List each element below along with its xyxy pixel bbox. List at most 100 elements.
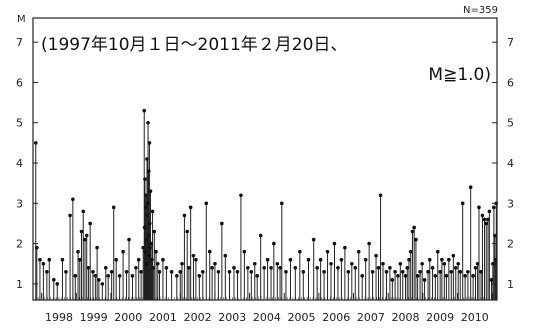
- event-marker: [471, 274, 475, 278]
- event-marker: [246, 265, 250, 270]
- event-marker: [376, 265, 381, 270]
- event-marker: [449, 270, 454, 274]
- event-marker: [396, 274, 400, 278]
- y-tick-label-right: 3: [507, 197, 514, 210]
- event-marker: [408, 249, 413, 254]
- event-marker: [433, 274, 438, 278]
- event-marker: [144, 193, 148, 198]
- event-marker: [418, 270, 422, 274]
- event-marker: [278, 265, 282, 270]
- event-marker: [147, 253, 151, 258]
- event-marker: [242, 249, 247, 254]
- event-marker: [463, 274, 467, 278]
- event-marker: [415, 274, 420, 278]
- y-tick-label-right: 7: [507, 36, 514, 49]
- event-marker: [147, 141, 152, 145]
- event-marker: [142, 225, 147, 230]
- event-marker: [109, 270, 114, 274]
- event-marker: [150, 257, 154, 262]
- event-marker: [398, 261, 403, 266]
- event-marker: [275, 261, 280, 266]
- event-marker: [280, 201, 284, 206]
- event-marker: [124, 270, 129, 274]
- event-marker: [315, 265, 319, 270]
- x-tick-label-year: 1999: [80, 311, 108, 324]
- event-marker: [51, 278, 56, 282]
- event-marker: [136, 257, 141, 262]
- event-marker: [182, 213, 187, 218]
- event-marker: [284, 270, 288, 274]
- event-marker: [318, 257, 323, 262]
- event-marker: [298, 249, 302, 254]
- event-marker: [453, 265, 458, 270]
- event-marker: [435, 249, 440, 254]
- event-marker: [272, 241, 276, 246]
- event-marker: [466, 270, 470, 274]
- event-marker: [121, 249, 125, 254]
- event-marker: [139, 270, 143, 274]
- event-marker: [422, 278, 427, 282]
- event-marker: [76, 249, 80, 254]
- event-marker: [106, 274, 110, 278]
- event-marker: [210, 265, 214, 270]
- y-axis-letter: M: [17, 14, 26, 25]
- event-marker: [187, 265, 191, 270]
- x-tick-label-year: 2005: [288, 311, 316, 324]
- event-marker: [350, 261, 354, 266]
- event-marker: [149, 241, 153, 246]
- event-marker: [346, 270, 351, 274]
- event-marker: [35, 245, 39, 250]
- x-tick-label-year: 2001: [149, 311, 177, 324]
- event-marker: [420, 261, 424, 266]
- event-marker: [216, 270, 221, 274]
- event-marker: [154, 249, 158, 254]
- event-marker: [232, 265, 236, 270]
- event-marker: [360, 274, 365, 278]
- y-tick-label-left: 3: [16, 197, 23, 210]
- event-marker: [97, 278, 101, 282]
- event-marker: [301, 270, 306, 274]
- event-marker: [235, 270, 240, 274]
- event-marker: [81, 209, 86, 214]
- x-tick-label-year: 2000: [114, 311, 142, 324]
- event-count-label: N=359: [463, 5, 498, 16]
- event-marker: [370, 270, 375, 274]
- event-marker: [477, 205, 481, 210]
- event-marker: [169, 270, 174, 274]
- event-marker: [134, 265, 138, 270]
- event-marker: [141, 245, 145, 250]
- event-marker: [480, 213, 485, 218]
- event-marker: [258, 233, 263, 238]
- event-marker: [393, 270, 397, 274]
- event-marker: [145, 201, 150, 206]
- event-marker: [178, 270, 183, 274]
- event-marker: [239, 193, 243, 198]
- event-marker: [306, 257, 311, 262]
- event-marker: [157, 270, 162, 274]
- x-tick-label-year: 2006: [322, 311, 350, 324]
- event-marker: [405, 265, 410, 270]
- event-marker: [145, 157, 149, 161]
- event-marker: [378, 193, 383, 198]
- event-marker: [426, 270, 430, 274]
- event-marker: [493, 233, 497, 238]
- event-marker: [155, 261, 160, 266]
- event-marker: [47, 257, 52, 262]
- event-marker: [473, 265, 478, 270]
- event-marker: [252, 261, 257, 266]
- event-marker: [265, 257, 270, 262]
- x-tick-label-year: 2004: [253, 311, 281, 324]
- y-tick-label-left: 5: [16, 117, 23, 130]
- event-marker: [197, 274, 202, 278]
- y-tick-label-right: 1: [507, 278, 514, 291]
- event-marker: [117, 274, 122, 278]
- event-marker: [38, 257, 42, 262]
- event-marker: [367, 241, 371, 246]
- event-marker: [151, 265, 156, 270]
- event-marker: [143, 249, 148, 254]
- event-marker: [249, 270, 254, 274]
- x-tick-label-year: 2003: [218, 311, 246, 324]
- event-marker: [403, 274, 408, 278]
- event-marker: [103, 265, 108, 270]
- event-marker: [83, 237, 87, 242]
